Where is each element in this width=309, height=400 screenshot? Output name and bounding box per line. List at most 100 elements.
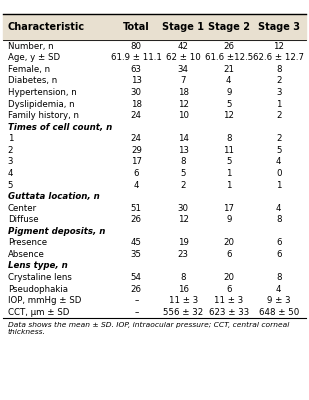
Text: Age, y ± SD: Age, y ± SD: [8, 53, 60, 62]
Text: Guttata location, n: Guttata location, n: [8, 192, 99, 201]
Text: 26: 26: [223, 42, 234, 51]
Text: 8: 8: [276, 65, 281, 74]
Text: 4: 4: [276, 157, 281, 166]
Text: 12: 12: [273, 42, 284, 51]
Text: 2: 2: [276, 76, 281, 86]
Text: 30: 30: [131, 88, 142, 97]
Text: 5: 5: [180, 169, 186, 178]
Text: 648 ± 50: 648 ± 50: [259, 308, 299, 317]
Text: Dyslipidemia, n: Dyslipidemia, n: [8, 100, 74, 108]
Text: 14: 14: [178, 134, 189, 143]
Text: Times of cell count, n: Times of cell count, n: [8, 123, 112, 132]
Text: 24: 24: [131, 111, 142, 120]
Text: 9 ± 3: 9 ± 3: [267, 296, 290, 305]
Text: 20: 20: [223, 273, 234, 282]
Text: 54: 54: [131, 273, 142, 282]
Text: Data shows the mean ± SD. IOP, intraocular pressure; CCT, central corneal thickn: Data shows the mean ± SD. IOP, intraocul…: [8, 322, 289, 335]
Text: 18: 18: [131, 100, 142, 108]
Text: 12: 12: [223, 111, 234, 120]
Text: Pseudophakia: Pseudophakia: [8, 284, 68, 294]
Text: 5: 5: [226, 100, 231, 108]
Text: 1: 1: [226, 180, 231, 190]
Text: Lens type, n: Lens type, n: [8, 262, 67, 270]
Text: 6: 6: [226, 250, 231, 259]
Text: 11: 11: [223, 146, 234, 155]
Text: Hypertension, n: Hypertension, n: [8, 88, 76, 97]
Text: 8: 8: [180, 157, 186, 166]
Text: 0: 0: [276, 169, 281, 178]
Text: 80: 80: [131, 42, 142, 51]
Text: 11 ± 3: 11 ± 3: [214, 296, 243, 305]
Text: 29: 29: [131, 146, 142, 155]
Text: 5: 5: [8, 180, 13, 190]
Text: 8: 8: [226, 134, 231, 143]
Text: 61.9 ± 11.1: 61.9 ± 11.1: [111, 53, 162, 62]
Text: 63: 63: [131, 65, 142, 74]
Text: 623 ± 33: 623 ± 33: [209, 308, 249, 317]
Text: 26: 26: [131, 215, 142, 224]
Text: 16: 16: [178, 284, 189, 294]
Text: 21: 21: [223, 65, 234, 74]
Text: 8: 8: [276, 273, 281, 282]
Text: Stage 1: Stage 1: [162, 22, 204, 32]
Text: Female, n: Female, n: [8, 65, 50, 74]
Text: 2: 2: [276, 111, 281, 120]
Text: 4: 4: [8, 169, 13, 178]
Text: 4: 4: [226, 76, 231, 86]
Text: 7: 7: [180, 76, 186, 86]
Text: 11 ± 3: 11 ± 3: [169, 296, 198, 305]
Text: 3: 3: [276, 88, 281, 97]
Text: 17: 17: [223, 204, 234, 213]
Text: Total: Total: [123, 22, 150, 32]
Text: 6: 6: [226, 284, 231, 294]
Text: 17: 17: [131, 157, 142, 166]
Text: Stage 3: Stage 3: [258, 22, 300, 32]
Text: 34: 34: [178, 65, 189, 74]
Text: CCT, μm ± SD: CCT, μm ± SD: [8, 308, 69, 317]
Text: Stage 2: Stage 2: [208, 22, 250, 32]
Text: 8: 8: [180, 273, 186, 282]
Text: –: –: [134, 308, 138, 317]
Text: Characteristic: Characteristic: [8, 22, 85, 32]
Text: 12: 12: [178, 215, 189, 224]
Text: 23: 23: [178, 250, 189, 259]
Text: 1: 1: [276, 180, 281, 190]
Text: 62.6 ± 12.7: 62.6 ± 12.7: [253, 53, 304, 62]
Text: 19: 19: [178, 238, 189, 247]
Text: 13: 13: [178, 146, 189, 155]
Text: 556 ± 32: 556 ± 32: [163, 308, 203, 317]
Text: 6: 6: [276, 238, 281, 247]
Text: Diabetes, n: Diabetes, n: [8, 76, 57, 86]
Text: 1: 1: [276, 100, 281, 108]
Text: 51: 51: [131, 204, 142, 213]
Text: 1: 1: [226, 169, 231, 178]
Text: 18: 18: [178, 88, 189, 97]
Text: 45: 45: [131, 238, 142, 247]
Text: 4: 4: [276, 204, 281, 213]
Text: 24: 24: [131, 134, 142, 143]
Text: 3: 3: [8, 157, 13, 166]
Text: Number, n: Number, n: [8, 42, 53, 51]
Text: Pigment deposits, n: Pigment deposits, n: [8, 227, 105, 236]
Text: 61.6 ±12.5: 61.6 ±12.5: [205, 53, 253, 62]
Text: 26: 26: [131, 284, 142, 294]
Text: –: –: [134, 296, 138, 305]
Text: 9: 9: [226, 88, 231, 97]
Text: 12: 12: [178, 100, 189, 108]
Text: 2: 2: [180, 180, 186, 190]
Text: 10: 10: [178, 111, 189, 120]
Text: 20: 20: [223, 238, 234, 247]
Text: 5: 5: [276, 146, 281, 155]
Text: 8: 8: [276, 215, 281, 224]
Text: 13: 13: [131, 76, 142, 86]
Text: 4: 4: [133, 180, 139, 190]
Text: 9: 9: [226, 215, 231, 224]
Text: IOP, mmHg ± SD: IOP, mmHg ± SD: [8, 296, 81, 305]
Text: 6: 6: [276, 250, 281, 259]
Text: 2: 2: [8, 146, 13, 155]
Text: 6: 6: [133, 169, 139, 178]
Text: 30: 30: [178, 204, 189, 213]
Bar: [3, 14, 306, 40]
Text: 2: 2: [276, 134, 281, 143]
Text: Diffuse: Diffuse: [8, 215, 38, 224]
